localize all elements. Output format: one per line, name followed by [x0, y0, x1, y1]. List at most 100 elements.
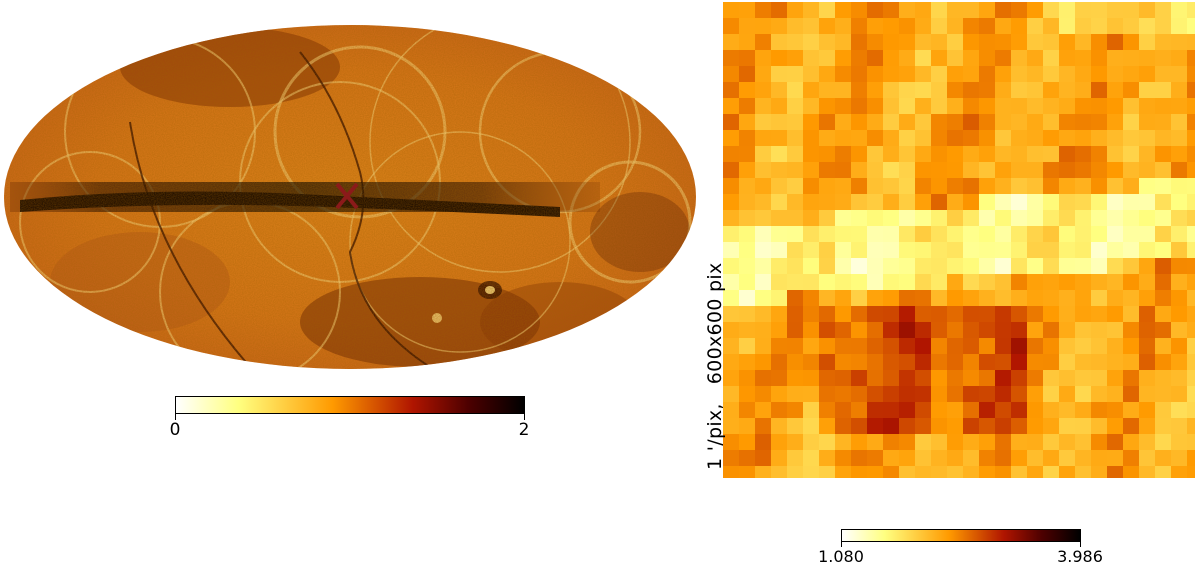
map-pixel [1059, 338, 1076, 355]
map-pixel [1107, 402, 1124, 419]
map-pixel [851, 194, 868, 211]
map-pixel [979, 402, 996, 419]
map-pixel [1011, 34, 1028, 51]
map-pixel [1027, 194, 1044, 211]
map-pixel [1059, 66, 1076, 83]
map-pixel [1043, 210, 1060, 227]
map-pixel [851, 2, 868, 19]
map-pixel [835, 34, 852, 51]
map-pixel [1123, 146, 1140, 163]
map-pixel [1171, 194, 1188, 211]
map-pixel [803, 146, 820, 163]
map-pixel [1155, 82, 1172, 99]
map-pixel [883, 242, 900, 259]
map-pixel [803, 466, 820, 478]
map-pixel [819, 66, 836, 83]
map-pixel [1187, 290, 1195, 307]
map-pixel [1139, 210, 1156, 227]
map-pixel [931, 114, 948, 131]
map-pixel [1187, 146, 1195, 163]
map-pixel [787, 322, 804, 339]
map-pixel [1043, 114, 1060, 131]
map-pixel [995, 34, 1012, 51]
map-pixel [963, 306, 980, 323]
map-pixel [1059, 50, 1076, 67]
map-pixel [867, 370, 884, 387]
map-pixel [835, 450, 852, 467]
map-pixel [1075, 18, 1092, 35]
map-pixel [851, 434, 868, 451]
map-pixel [851, 162, 868, 179]
map-pixel [803, 386, 820, 403]
map-pixel [1011, 338, 1028, 355]
map-pixel [1059, 146, 1076, 163]
map-pixel [1123, 434, 1140, 451]
map-pixel [851, 242, 868, 259]
map-pixel [1187, 114, 1195, 131]
map-pixel [899, 34, 916, 51]
right-colorbar-min-tick [841, 542, 842, 547]
map-pixel [1123, 322, 1140, 339]
map-pixel [963, 290, 980, 307]
map-pixel [1059, 130, 1076, 147]
map-pixel [803, 338, 820, 355]
map-pixel [1091, 274, 1108, 291]
map-pixel [755, 98, 772, 115]
map-pixel [1187, 354, 1195, 371]
map-pixel [819, 402, 836, 419]
map-pixel [931, 66, 948, 83]
map-pixel [1091, 18, 1108, 35]
map-pixel [867, 450, 884, 467]
map-pixel [979, 434, 996, 451]
map-pixel [979, 354, 996, 371]
map-pixel [787, 130, 804, 147]
map-pixel [1155, 354, 1172, 371]
map-pixel [1043, 146, 1060, 163]
map-pixel [979, 338, 996, 355]
map-pixel [1011, 98, 1028, 115]
map-pixel [915, 210, 932, 227]
map-pixel [1171, 338, 1188, 355]
map-pixel [931, 418, 948, 435]
map-pixel [883, 162, 900, 179]
map-pixel [899, 258, 916, 275]
map-pixel [1171, 178, 1188, 195]
map-pixel [899, 114, 916, 131]
map-pixel [931, 50, 948, 67]
map-pixel [851, 402, 868, 419]
map-pixel [1043, 242, 1060, 259]
map-pixel [755, 162, 772, 179]
map-pixel [819, 354, 836, 371]
map-pixel [1043, 2, 1060, 19]
map-pixel [883, 66, 900, 83]
map-pixel [819, 178, 836, 195]
map-pixel [723, 322, 740, 339]
map-pixel [1123, 466, 1140, 478]
map-pixel [899, 50, 916, 67]
map-pixel [1139, 34, 1156, 51]
map-pixel [771, 114, 788, 131]
map-pixel [1059, 402, 1076, 419]
map-pixel [1075, 306, 1092, 323]
map-pixel [723, 82, 740, 99]
map-pixel [1043, 258, 1060, 275]
map-pixel [1155, 338, 1172, 355]
map-pixel [947, 450, 964, 467]
map-pixel [1123, 50, 1140, 67]
map-pixel [771, 210, 788, 227]
map-pixel [883, 466, 900, 478]
map-pixel [1027, 354, 1044, 371]
map-pixel [835, 466, 852, 478]
map-pixel [1107, 210, 1124, 227]
map-pixel [1155, 194, 1172, 211]
map-pixel [1171, 2, 1188, 19]
map-pixel [771, 322, 788, 339]
map-pixel [835, 354, 852, 371]
map-pixel [1011, 18, 1028, 35]
map-pixel [819, 210, 836, 227]
map-pixel [883, 178, 900, 195]
map-pixel [723, 130, 740, 147]
map-pixel [851, 322, 868, 339]
map-pixel [883, 370, 900, 387]
map-pixel [883, 418, 900, 435]
